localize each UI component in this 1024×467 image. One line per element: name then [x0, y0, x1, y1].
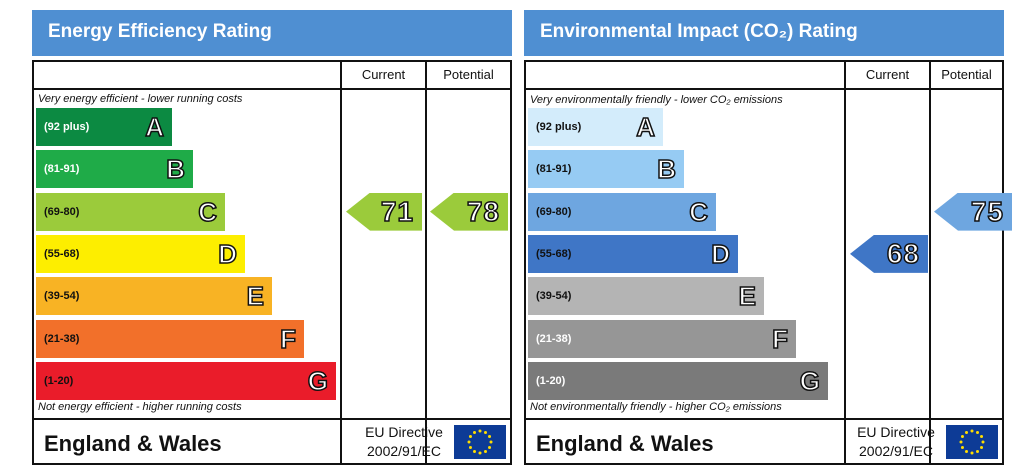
- top-caption: Very energy efficient - lower running co…: [38, 93, 243, 105]
- band-letter: D: [710, 238, 730, 270]
- band-range: (39-54): [44, 290, 80, 303]
- band-range: (92 plus): [44, 121, 90, 133]
- eu-flag-icon: [454, 425, 506, 459]
- rating-band-d: (55-68) D: [528, 234, 738, 273]
- directive-line-1: EU Directive: [365, 424, 443, 440]
- rating-band-b: (81-91) B: [528, 150, 684, 189]
- band-range: (69-80): [536, 205, 572, 218]
- rating-band-a: (92 plus) A: [36, 108, 172, 146]
- potential-rating-value: 78: [466, 195, 500, 228]
- eu-flag-icon: [946, 425, 998, 459]
- rating-band-b: (81-91) B: [36, 150, 193, 189]
- band-letter: A: [635, 111, 655, 143]
- band-letter: C: [197, 196, 217, 228]
- rating-frame: Current Potential Very environmentally f…: [524, 60, 1012, 465]
- band-range: (55-68): [44, 247, 80, 260]
- potential-rating-value: 75: [970, 195, 1004, 228]
- band-letter: B: [165, 154, 185, 186]
- current-column-header: Current: [361, 67, 406, 82]
- band-letter: C: [688, 196, 708, 228]
- band-letter: A: [144, 111, 164, 143]
- panel-title: Environmental Impact (CO₂) Rating: [524, 10, 1004, 56]
- rating-band-c: (69-80) C: [36, 192, 225, 231]
- rating-band-f: (21-38) F: [528, 319, 796, 358]
- energy-efficiency-panel: Energy Efficiency Rating Current Potenti…: [32, 10, 512, 465]
- current-rating-arrow: 68: [850, 234, 928, 273]
- column-divider: [425, 62, 427, 463]
- band-range: (21-38): [44, 332, 80, 345]
- column-divider: [929, 62, 931, 463]
- bottom-caption: Not energy efficient - higher running co…: [38, 401, 242, 413]
- footer-divider: [526, 418, 1002, 420]
- potential-column-header: Potential: [941, 67, 992, 82]
- rating-band-c: (69-80) C: [528, 192, 716, 231]
- rating-band-e: (39-54) E: [36, 277, 272, 316]
- region-label: England & Wales: [536, 431, 714, 456]
- rating-band-e: (39-54) E: [528, 277, 764, 316]
- column-divider: [844, 62, 846, 463]
- current-rating-value: 71: [380, 195, 414, 228]
- header-divider: [34, 88, 510, 90]
- band-letter: B: [656, 154, 676, 186]
- band-range: (81-91): [536, 163, 572, 176]
- band-range: (1-20): [536, 374, 566, 387]
- rating-band-f: (21-38) F: [36, 319, 304, 358]
- panel-title: Energy Efficiency Rating: [32, 10, 512, 56]
- current-rating-value: 68: [886, 237, 920, 270]
- band-range: (39-54): [536, 290, 572, 303]
- footer-divider: [34, 418, 510, 420]
- band-range: (21-38): [536, 332, 572, 345]
- rating-band-d: (55-68) D: [36, 234, 245, 273]
- rating-band-a: (92 plus) A: [528, 108, 663, 146]
- directive-line-2: 2002/91/EC: [367, 443, 441, 459]
- band-letter: F: [771, 323, 788, 355]
- band-letter: D: [217, 238, 237, 270]
- band-range: (92 plus): [536, 121, 582, 133]
- directive-line-2: 2002/91/EC: [859, 443, 933, 459]
- bottom-caption: Not environmentally friendly - higher CO…: [530, 401, 782, 413]
- top-caption: Very environmentally friendly - lower CO…: [530, 94, 783, 106]
- band-range: (81-91): [44, 163, 80, 176]
- band-letter: G: [307, 365, 329, 397]
- band-letter: G: [799, 365, 821, 397]
- band-letter: E: [738, 280, 757, 312]
- potential-column-header: Potential: [443, 67, 494, 82]
- potential-rating-arrow: 78: [430, 192, 508, 231]
- environmental-impact-panel: Environmental Impact (CO₂) Rating Curren…: [524, 10, 1012, 465]
- rating-frame: Current Potential Very energy efficient …: [32, 60, 512, 465]
- column-divider: [340, 62, 342, 463]
- band-range: (1-20): [44, 374, 74, 387]
- band-letter: F: [279, 323, 296, 355]
- band-letter: E: [246, 280, 265, 312]
- header-divider: [526, 88, 1002, 90]
- eu-directive: EU Directive 2002/91/EC: [848, 423, 944, 461]
- eu-directive: EU Directive 2002/91/EC: [356, 423, 452, 461]
- potential-rating-arrow: 75: [934, 192, 1012, 231]
- band-range: (55-68): [536, 247, 572, 260]
- rating-band-g: (1-20) G: [528, 361, 828, 400]
- directive-line-1: EU Directive: [857, 424, 935, 440]
- current-column-header: Current: [865, 67, 910, 82]
- rating-band-g: (1-20) G: [36, 361, 336, 400]
- band-range: (69-80): [44, 205, 80, 218]
- region-label: England & Wales: [44, 431, 222, 456]
- current-rating-arrow: 71: [346, 192, 422, 231]
